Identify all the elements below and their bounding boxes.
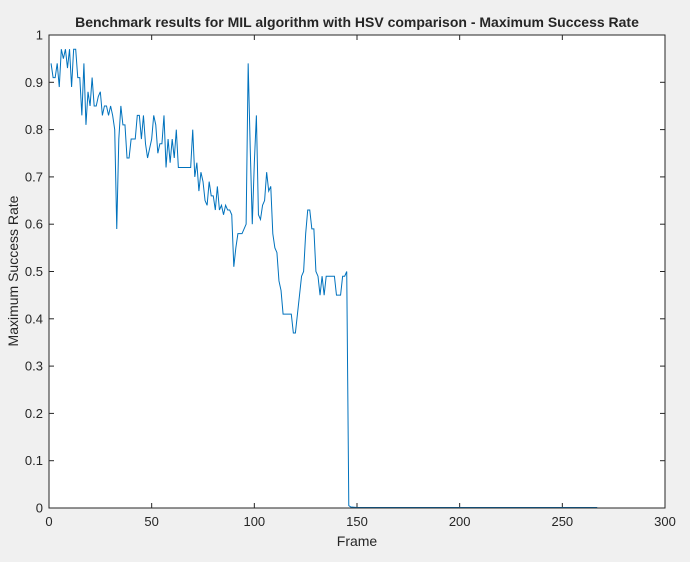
x-tick-label: 300 <box>654 514 676 529</box>
y-tick-label: 0.4 <box>25 311 43 326</box>
series-line <box>50 48 598 509</box>
x-tick-label: 50 <box>144 514 158 529</box>
x-tick-label: 0 <box>45 514 52 529</box>
y-tick-label: 0.1 <box>25 453 43 468</box>
x-axis-label: Frame <box>337 533 378 549</box>
x-tick-label: 200 <box>449 514 471 529</box>
y-axis-label: Maximum Success Rate <box>5 195 21 346</box>
chart-title: Benchmark results for MIL algorithm with… <box>75 14 639 30</box>
y-tick-label: 0.5 <box>25 264 43 279</box>
tick-labels: 0 50 100 150 200 250 300 0 0.1 0.2 0.3 0.4 0.5 0.6 0.7… <box>25 28 676 530</box>
x-tick-label: 250 <box>551 514 573 529</box>
y-tick-label: 0 <box>36 501 43 516</box>
y-tick-label: 0.2 <box>25 406 43 421</box>
x-tick-label: 150 <box>346 514 368 529</box>
y-tick-label: 0.8 <box>25 122 43 137</box>
plot-frame <box>48 34 666 509</box>
plot-area <box>49 35 665 508</box>
y-tick-label: 0.6 <box>25 217 43 232</box>
x-tick-label: 100 <box>243 514 265 529</box>
y-tick-label: 0.3 <box>25 359 43 374</box>
y-tick-label: 0.9 <box>25 75 43 90</box>
y-tick-label: 0.7 <box>25 169 43 184</box>
y-tick-label: 1 <box>36 28 43 43</box>
